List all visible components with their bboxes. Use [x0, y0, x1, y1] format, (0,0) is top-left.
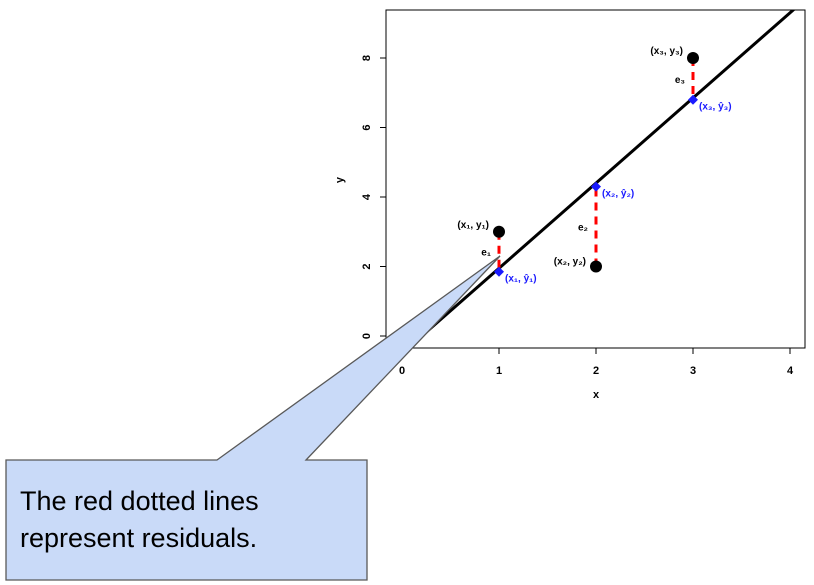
observed-point [590, 260, 602, 273]
fitted-point-label: (x₃, ŷ₃) [699, 102, 732, 113]
y-tick-label: 0 [361, 333, 373, 339]
x-tick-label: 4 [787, 365, 794, 377]
regression-line [405, 10, 796, 348]
x-axis-title: x [593, 389, 600, 401]
x-tick-label: 1 [496, 365, 502, 377]
callout: The red dotted lines represent residuals… [5, 255, 501, 581]
plot-area: 0 1 2 3 4 0 2 4 6 8 x y (x₁, y₁) (x₂, y₂) (x₃, y₃) (x₁,… [334, 9, 806, 401]
observed-point-label: (x₂, y₂) [554, 257, 586, 268]
residual-label: e₂ [578, 223, 588, 234]
observed-point-label: (x₁, y₁) [457, 220, 489, 231]
y-axis-title: y [334, 176, 346, 183]
x-tick-label: 3 [690, 365, 696, 377]
y-tick-label: 4 [361, 193, 373, 200]
y-tick-label: 2 [361, 263, 373, 269]
observed-point-label: (x₃, y₃) [650, 46, 683, 57]
fitted-point-label: (x₂, ŷ₂) [602, 189, 634, 200]
y-tick-label: 8 [361, 55, 373, 61]
callout-text-line-2: represent residuals. [20, 523, 257, 553]
observed-point [493, 225, 505, 238]
fitted-point [591, 181, 601, 192]
fitted-point [688, 94, 698, 105]
fitted-point [494, 266, 504, 277]
x-tick-label: 0 [399, 365, 405, 377]
observed-point [687, 52, 699, 64]
fitted-point-label: (x₁, ŷ₁) [505, 274, 537, 285]
residual-label: e₁ [481, 248, 491, 259]
residual-label: e₃ [675, 75, 686, 86]
y-tick-label: 6 [361, 124, 373, 130]
callout-box [5, 255, 501, 581]
x-tick-label: 2 [593, 365, 599, 377]
callout-text-line-1: The red dotted lines [20, 486, 259, 516]
